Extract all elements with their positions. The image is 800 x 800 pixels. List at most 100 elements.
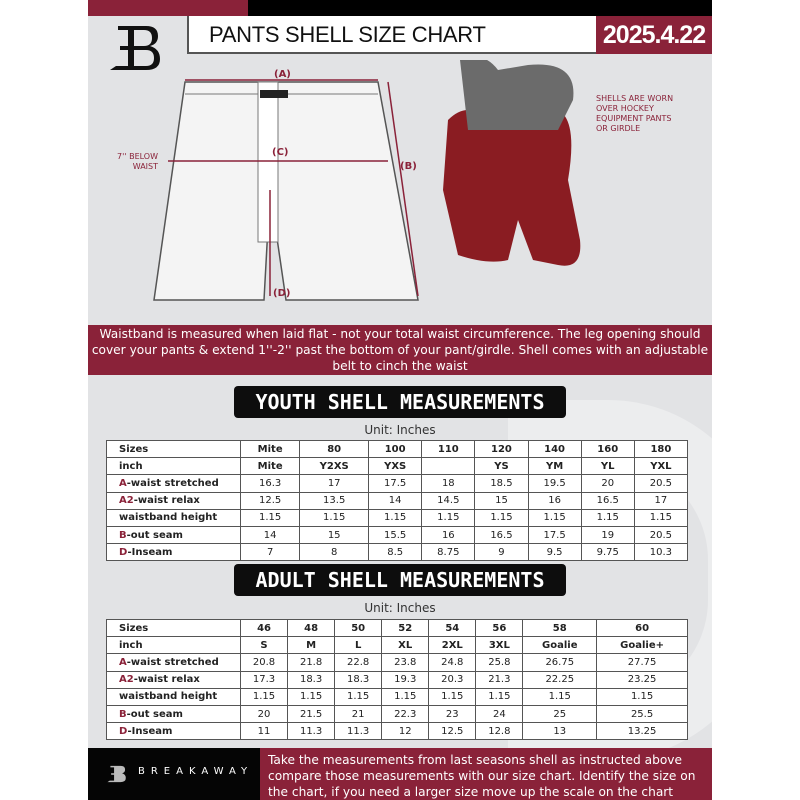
table-cell: 22.3 <box>381 704 430 724</box>
table-row: A-waist stretched 20.8 21.8 22.8 23.8 24.8 25.… <box>106 653 688 672</box>
table-cell: 48 <box>287 618 336 638</box>
table-cell: Mite <box>239 439 301 459</box>
measure-name: -Inseam <box>127 546 173 558</box>
table-cell: 20 <box>580 474 635 493</box>
table-cell: 20 <box>239 704 289 724</box>
table-cell: 110 <box>421 439 476 459</box>
measure-name: -out seam <box>126 708 183 720</box>
row-label: A2-waist relax <box>106 491 241 510</box>
table-cell: 2XL <box>428 636 477 655</box>
table-cell: 1.15 <box>334 687 383 706</box>
table-cell: 1.15 <box>633 508 689 527</box>
table-cell: 21 <box>334 704 383 724</box>
label-c: (C) <box>272 147 289 158</box>
table-cell: 18.3 <box>334 670 383 689</box>
table-cell: 160 <box>580 439 635 459</box>
brand-name: BREAKAWAY <box>138 766 254 777</box>
measure-name: -waist stretched <box>126 477 219 489</box>
table-cell: 56 <box>475 618 524 638</box>
table-cell: 15 <box>474 491 529 510</box>
table-cell: 1.15 <box>421 508 476 527</box>
measure-name: inch <box>119 460 143 472</box>
table-cell: 26.75 <box>522 653 598 672</box>
youth-unit: Unit: Inches <box>364 423 436 437</box>
table-cell: M <box>287 636 336 655</box>
row-label: B-out seam <box>106 704 241 724</box>
table-cell: 16 <box>527 491 582 510</box>
table-cell: 17.5 <box>527 525 582 545</box>
table-cell: Goalie <box>522 636 598 655</box>
table-cell: 13.5 <box>299 491 370 510</box>
table-row: waistband height 1.15 1.15 1.15 1.15 1.15 1.15… <box>106 687 688 706</box>
row-label: Sizes <box>106 439 241 459</box>
table-cell: 23.25 <box>596 670 688 689</box>
table-cell: 52 <box>381 618 430 638</box>
table-cell: 8 <box>299 543 370 562</box>
row-label: waistband height <box>106 508 241 527</box>
table-cell: YM <box>527 457 582 476</box>
table-cell: 1.15 <box>428 687 477 706</box>
measuring-instructions: Waistband is measured when laid flat - n… <box>88 325 712 375</box>
measure-name: -out seam <box>126 529 183 541</box>
table-cell: 23 <box>428 704 477 724</box>
table-cell: 9.5 <box>527 543 582 562</box>
table-cell: 19.5 <box>527 474 582 493</box>
measure-name: -waist relax <box>133 495 200 507</box>
table-cell: 10.3 <box>633 543 689 562</box>
table-cell: 21.5 <box>287 704 336 724</box>
footer-brand: BREAKAWAY <box>88 748 260 800</box>
measure-name: Sizes <box>119 622 149 634</box>
table-cell: 24.8 <box>428 653 477 672</box>
table-cell: 22.8 <box>334 653 383 672</box>
table-cell: 1.15 <box>239 508 301 527</box>
table-cell: 58 <box>522 618 598 638</box>
table-cell: 24 <box>475 704 524 724</box>
table-row: Sizes Mite 80 100 110 120 140 160 180 <box>106 439 689 459</box>
row-label: A2-waist relax <box>106 670 241 689</box>
date-badge: 2025.4.22 <box>596 16 712 54</box>
table-cell: 20.5 <box>633 474 689 493</box>
table-cell: 12.8 <box>475 722 524 741</box>
table-cell: 14.5 <box>421 491 476 510</box>
table-cell: 14 <box>368 491 423 510</box>
worn-over-note: SHELLS ARE WORN OVER HOCKEY EQUIPMENT PA… <box>596 94 674 133</box>
footer-logo-icon <box>107 765 126 783</box>
row-label: D-Inseam <box>106 722 241 741</box>
table-cell: 1.15 <box>596 687 688 706</box>
label-b: (B) <box>400 161 417 172</box>
table-cell: 16.5 <box>580 491 635 510</box>
table-cell: 18.5 <box>474 474 529 493</box>
table-cell: 3XL <box>475 636 524 655</box>
table-row: B-out seam 20 21.5 21 22.3 23 24 25 25.5 <box>106 704 688 724</box>
table-cell: 16 <box>421 525 476 545</box>
table-cell: YXL <box>633 457 689 476</box>
table-cell: YS <box>474 457 529 476</box>
table-cell: 11.3 <box>334 722 383 741</box>
table-cell: Mite <box>239 457 301 476</box>
table-cell: 1.15 <box>527 508 582 527</box>
row-label: B-out seam <box>106 525 241 545</box>
youth-size-table: Sizes Mite 80 100 110 120 140 160 180 inch Mite Y2X… <box>106 439 689 562</box>
table-cell: 180 <box>633 439 689 459</box>
brand-logo-icon <box>110 26 160 70</box>
table-row: Sizes 46 48 50 52 54 56 58 60 <box>106 618 688 638</box>
label-d: (D) <box>273 288 291 299</box>
table-cell: 1.15 <box>475 687 524 706</box>
row-label: inch <box>106 457 241 476</box>
measure-code: D <box>119 725 128 737</box>
table-cell: 8.75 <box>421 543 476 562</box>
table-cell: 60 <box>596 618 688 638</box>
table-cell: 11 <box>239 722 289 741</box>
adult-heading: ADULT SHELL MEASUREMENTS <box>234 564 566 596</box>
measure-name: -waist relax <box>133 674 200 686</box>
adult-size-table: Sizes 46 48 50 52 54 56 58 60 inch S M L XL 2XL 3XL Goal… <box>106 618 688 741</box>
table-cell: 16.5 <box>474 525 529 545</box>
youth-heading: YOUTH SHELL MEASUREMENTS <box>234 386 566 418</box>
table-row: A-waist stretched 16.3 17 17.5 18 18.5 19.5 20 2… <box>106 474 689 493</box>
table-cell: 11.3 <box>287 722 336 741</box>
table-cell: 80 <box>299 439 370 459</box>
table-row: inch Mite Y2XS YXS YS YM YL YXL <box>106 457 689 476</box>
table-cell: 17.5 <box>368 474 423 493</box>
top-bar-accent <box>88 0 248 16</box>
table-cell: 1.15 <box>299 508 370 527</box>
